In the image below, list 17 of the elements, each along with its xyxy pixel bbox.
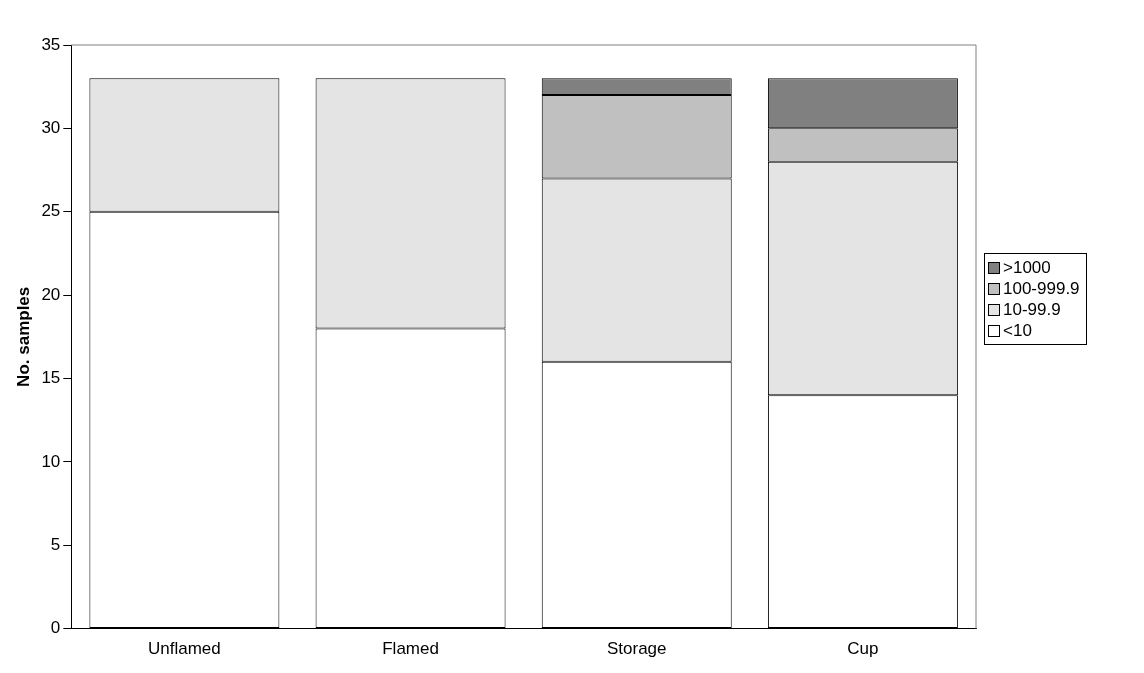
- y-tick-label: 5: [50, 534, 61, 554]
- y-tick-label: 15: [41, 368, 61, 388]
- y-axis-title: No. samples: [13, 286, 33, 387]
- y-tick-label: 30: [41, 118, 61, 138]
- y-tick-label: 20: [41, 284, 61, 304]
- y-tick-label: 35: [41, 34, 61, 54]
- y-tick-label: 0: [50, 618, 61, 638]
- x-tick-label: Cup: [847, 639, 879, 659]
- y-tick-label: 10: [41, 451, 61, 471]
- y-tick-label: 25: [41, 201, 61, 221]
- x-tick-label: Storage: [606, 639, 667, 659]
- legend-label: >1000: [1003, 257, 1051, 278]
- text: <10: [1003, 320, 1032, 341]
- legend-label: 100-999.9: [1003, 278, 1080, 299]
- legend-label: 10-99.9: [1003, 299, 1061, 320]
- x-tick-label: Unflamed: [148, 639, 221, 659]
- x-tick-label: Flamed: [382, 639, 439, 659]
